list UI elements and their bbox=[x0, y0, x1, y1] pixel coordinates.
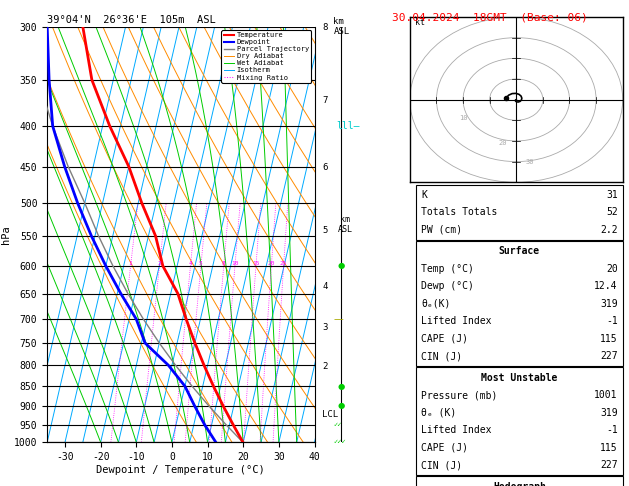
Text: K: K bbox=[421, 190, 427, 200]
Text: 20: 20 bbox=[499, 140, 507, 146]
Text: ASL: ASL bbox=[333, 27, 350, 36]
Text: 319: 319 bbox=[600, 299, 618, 309]
Text: -1: -1 bbox=[606, 316, 618, 326]
Text: 10: 10 bbox=[459, 115, 467, 122]
Text: 31: 31 bbox=[606, 190, 618, 200]
Text: 30: 30 bbox=[525, 158, 534, 165]
Text: 12.4: 12.4 bbox=[594, 281, 618, 291]
Text: Dewp (°C): Dewp (°C) bbox=[421, 281, 474, 291]
Text: ●: ● bbox=[337, 261, 345, 270]
Text: Hodograph: Hodograph bbox=[493, 482, 546, 486]
Text: 227: 227 bbox=[600, 460, 618, 470]
Text: lll—: lll— bbox=[337, 121, 360, 131]
Text: CIN (J): CIN (J) bbox=[421, 351, 462, 361]
Text: CAPE (J): CAPE (J) bbox=[421, 443, 468, 452]
Text: 2: 2 bbox=[158, 261, 161, 266]
Text: CIN (J): CIN (J) bbox=[421, 460, 462, 470]
Text: Pressure (mb): Pressure (mb) bbox=[421, 390, 498, 400]
Text: ✓✓: ✓✓ bbox=[333, 421, 342, 428]
Text: Totals Totals: Totals Totals bbox=[421, 208, 498, 217]
Text: -1: -1 bbox=[606, 425, 618, 435]
Text: 2.2: 2.2 bbox=[600, 225, 618, 235]
Text: 39°04'N  26°36'E  105m  ASL: 39°04'N 26°36'E 105m ASL bbox=[47, 15, 216, 25]
Text: 20: 20 bbox=[606, 264, 618, 274]
Text: Lifted Index: Lifted Index bbox=[421, 316, 492, 326]
Text: 227: 227 bbox=[600, 351, 618, 361]
Text: 30.04.2024  18GMT  (Base: 06): 30.04.2024 18GMT (Base: 06) bbox=[392, 12, 587, 22]
Text: 115: 115 bbox=[600, 443, 618, 452]
Text: Lifted Index: Lifted Index bbox=[421, 425, 492, 435]
Text: 319: 319 bbox=[600, 408, 618, 417]
Text: km: km bbox=[333, 17, 344, 26]
Text: —: — bbox=[333, 314, 343, 324]
Text: 1: 1 bbox=[129, 261, 133, 266]
Text: 5: 5 bbox=[199, 261, 203, 266]
Text: 15: 15 bbox=[252, 261, 260, 266]
Text: ✓✓✓: ✓✓✓ bbox=[333, 439, 346, 445]
Text: 10: 10 bbox=[231, 261, 238, 266]
Text: kt: kt bbox=[415, 18, 425, 27]
Text: 4: 4 bbox=[189, 261, 192, 266]
Legend: Temperature, Dewpoint, Parcel Trajectory, Dry Adiabat, Wet Adiabat, Isotherm, Mi: Temperature, Dewpoint, Parcel Trajectory… bbox=[221, 30, 311, 83]
Text: θₑ(K): θₑ(K) bbox=[421, 299, 450, 309]
Text: 25: 25 bbox=[280, 261, 287, 266]
Text: CAPE (J): CAPE (J) bbox=[421, 334, 468, 344]
Text: Temp (°C): Temp (°C) bbox=[421, 264, 474, 274]
X-axis label: Dewpoint / Temperature (°C): Dewpoint / Temperature (°C) bbox=[96, 465, 265, 475]
Text: θₑ (K): θₑ (K) bbox=[421, 408, 457, 417]
Text: 1001: 1001 bbox=[594, 390, 618, 400]
Text: ●: ● bbox=[337, 382, 345, 391]
Text: PW (cm): PW (cm) bbox=[421, 225, 462, 235]
Y-axis label: hPa: hPa bbox=[1, 225, 11, 244]
Text: 20: 20 bbox=[267, 261, 275, 266]
Text: 52: 52 bbox=[606, 208, 618, 217]
Text: ●: ● bbox=[337, 401, 345, 410]
Y-axis label: km
ASL: km ASL bbox=[338, 215, 353, 235]
Text: 8: 8 bbox=[222, 261, 226, 266]
Text: Surface: Surface bbox=[499, 246, 540, 256]
Text: Most Unstable: Most Unstable bbox=[481, 373, 558, 382]
Text: 115: 115 bbox=[600, 334, 618, 344]
